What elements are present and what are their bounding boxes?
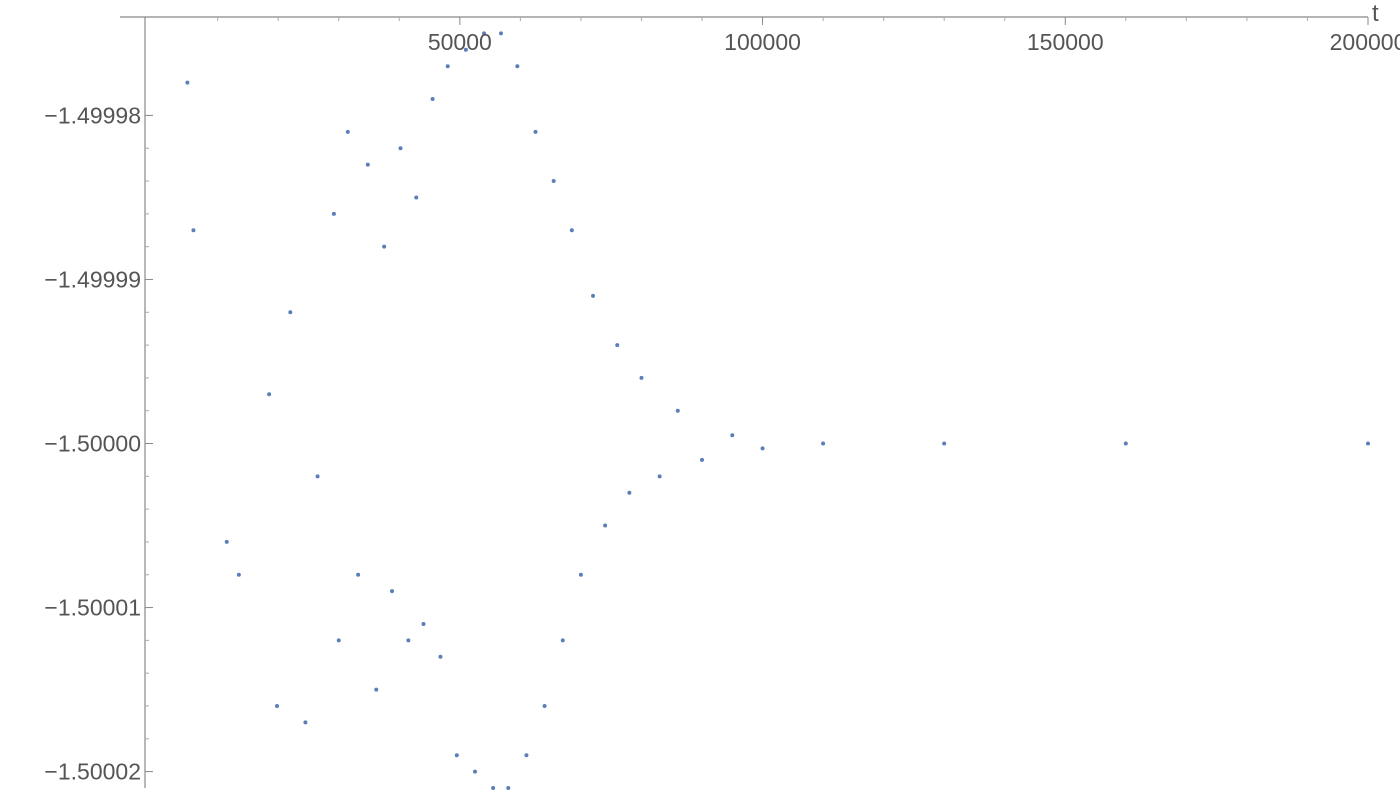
- data-point: [421, 621, 426, 626]
- y-tick-label: −1.50000: [44, 431, 141, 457]
- data-point: [700, 457, 705, 462]
- data-points: [185, 31, 1370, 790]
- data-point: [185, 80, 190, 85]
- data-point: [288, 310, 293, 315]
- data-point: [463, 47, 468, 52]
- y-tick-label: −1.49999: [44, 266, 141, 292]
- x-tick-label: 50000: [428, 29, 492, 55]
- data-point: [382, 244, 387, 249]
- data-point: [627, 490, 632, 495]
- data-point: [267, 392, 272, 397]
- data-point: [499, 31, 504, 36]
- data-point: [675, 408, 680, 413]
- data-point: [578, 572, 583, 577]
- x-tick-label: 200000: [1330, 29, 1400, 55]
- data-point: [472, 769, 477, 774]
- data-point: [591, 293, 596, 298]
- data-point: [345, 129, 350, 134]
- data-point: [224, 539, 229, 544]
- data-point: [1123, 441, 1128, 446]
- data-point: [482, 31, 487, 36]
- x-axis-label: t: [1372, 0, 1379, 27]
- data-point: [569, 228, 574, 233]
- data-point: [524, 753, 529, 758]
- data-point: [430, 97, 435, 102]
- data-point: [615, 343, 620, 348]
- data-point: [398, 146, 403, 151]
- x-tick-label: 150000: [1027, 29, 1104, 55]
- data-point: [515, 64, 520, 69]
- y-tick-label: −1.49998: [44, 102, 141, 128]
- data-point: [657, 474, 662, 479]
- x-tick-label: 100000: [724, 29, 801, 55]
- data-point: [315, 474, 320, 479]
- y-tick-label: −1.50001: [44, 595, 141, 621]
- data-point: [821, 441, 826, 446]
- data-point: [1366, 441, 1370, 446]
- data-point: [191, 228, 196, 233]
- data-point: [274, 703, 279, 708]
- y-tick-label: −1.50002: [44, 759, 141, 785]
- data-point: [560, 638, 565, 643]
- data-point: [390, 589, 395, 594]
- data-point: [236, 572, 241, 577]
- data-point: [760, 446, 765, 451]
- data-point: [303, 720, 308, 725]
- data-point: [454, 753, 459, 758]
- data-point: [506, 786, 511, 790]
- data-point: [730, 433, 735, 438]
- data-point: [331, 211, 336, 216]
- data-point: [603, 523, 608, 528]
- data-point: [639, 375, 644, 380]
- data-point: [414, 195, 419, 200]
- y-ticks: −1.49998 −1.49999 −1.50000 −1.50001 −1.50002: [44, 102, 153, 785]
- data-point: [491, 786, 496, 790]
- data-point: [445, 64, 450, 69]
- data-point: [533, 129, 538, 134]
- data-point: [438, 654, 443, 659]
- data-point: [365, 162, 370, 167]
- data-point: [542, 703, 547, 708]
- axes: [120, 16, 1368, 788]
- data-point: [551, 179, 556, 184]
- data-point: [336, 638, 341, 643]
- x-ticks: 50000 100000 150000 200000: [217, 17, 1400, 55]
- data-point: [356, 572, 361, 577]
- data-point: [942, 441, 947, 446]
- data-point: [374, 687, 379, 692]
- data-point: [406, 638, 411, 643]
